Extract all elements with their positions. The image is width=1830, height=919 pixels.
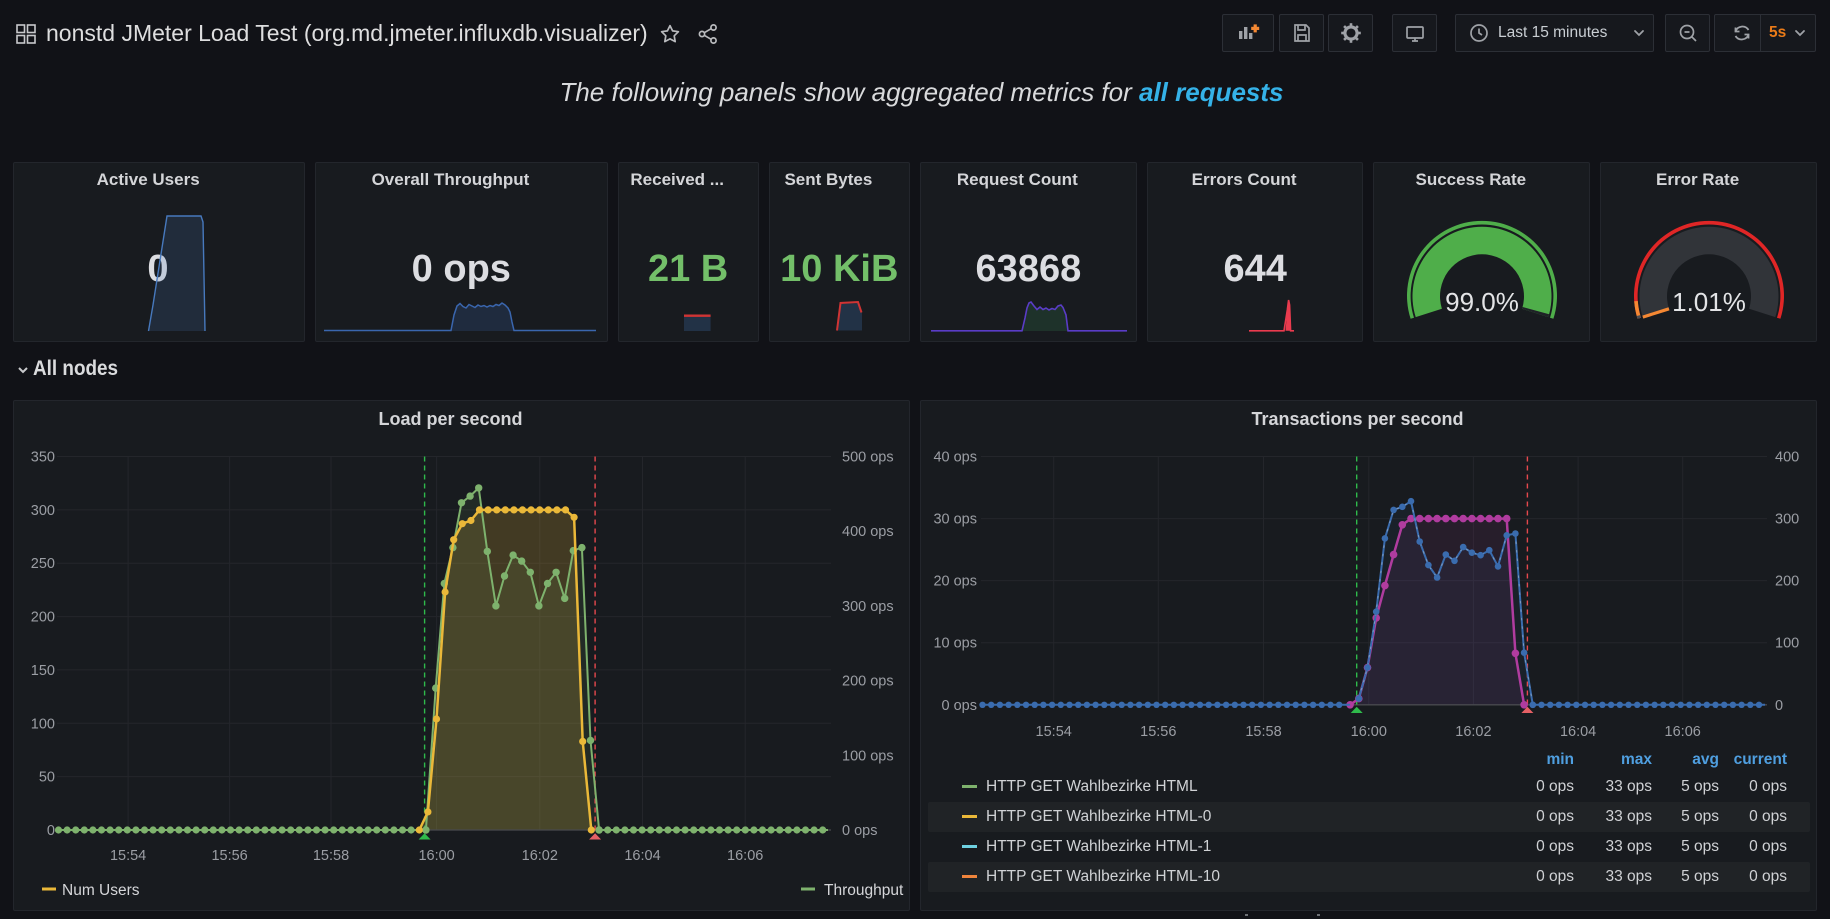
svg-text:16:04: 16:04 (624, 848, 660, 864)
svg-text:250: 250 (31, 556, 55, 572)
svg-text:350: 350 (31, 450, 55, 466)
svg-text:16:04: 16:04 (1560, 724, 1596, 740)
svg-text:300: 300 (31, 503, 55, 519)
svg-text:40 ops: 40 ops (933, 450, 977, 466)
svg-text:16:02: 16:02 (1455, 724, 1491, 740)
svg-text:50: 50 (39, 770, 55, 786)
svg-text:16:00: 16:00 (418, 848, 454, 864)
svg-text:15:56: 15:56 (211, 848, 247, 864)
svg-text:16:02: 16:02 (522, 848, 558, 864)
svg-text:15:58: 15:58 (313, 848, 349, 864)
svg-text:500 ops: 500 ops (842, 450, 894, 466)
svg-text:0 ops: 0 ops (942, 698, 977, 714)
svg-text:100: 100 (31, 716, 55, 732)
svg-text:200: 200 (31, 610, 55, 626)
svg-text:300 ops: 300 ops (842, 599, 894, 615)
svg-text:16:06: 16:06 (727, 848, 763, 864)
svg-text:100 ops: 100 ops (842, 748, 894, 764)
svg-text:200 ops: 200 ops (842, 674, 894, 690)
svg-text:400 ops: 400 ops (842, 524, 894, 540)
svg-text:200: 200 (1775, 574, 1799, 590)
svg-text:400: 400 (1775, 450, 1799, 466)
svg-text:100: 100 (1775, 636, 1799, 652)
svg-text:20 ops: 20 ops (933, 574, 977, 590)
svg-text:16:00: 16:00 (1351, 724, 1387, 740)
svg-text:1.01%: 1.01% (1672, 287, 1746, 317)
svg-text:Num Users: Num Users (62, 882, 140, 899)
svg-text:10 ops: 10 ops (933, 636, 977, 652)
svg-text:0 ops: 0 ops (842, 823, 877, 839)
svg-text:150: 150 (31, 663, 55, 679)
svg-text:0: 0 (47, 823, 55, 839)
svg-text:15:58: 15:58 (1245, 724, 1281, 740)
svg-text:0: 0 (1775, 698, 1783, 714)
svg-text:16:06: 16:06 (1665, 724, 1701, 740)
svg-text:99.0%: 99.0% (1445, 287, 1519, 317)
svg-text:15:54: 15:54 (1036, 724, 1072, 740)
svg-text:15:56: 15:56 (1140, 724, 1176, 740)
svg-text:300: 300 (1775, 512, 1799, 528)
svg-text:Throughput: Throughput (824, 882, 904, 899)
svg-text:30 ops: 30 ops (933, 512, 977, 528)
svg-text:15:54: 15:54 (110, 848, 146, 864)
